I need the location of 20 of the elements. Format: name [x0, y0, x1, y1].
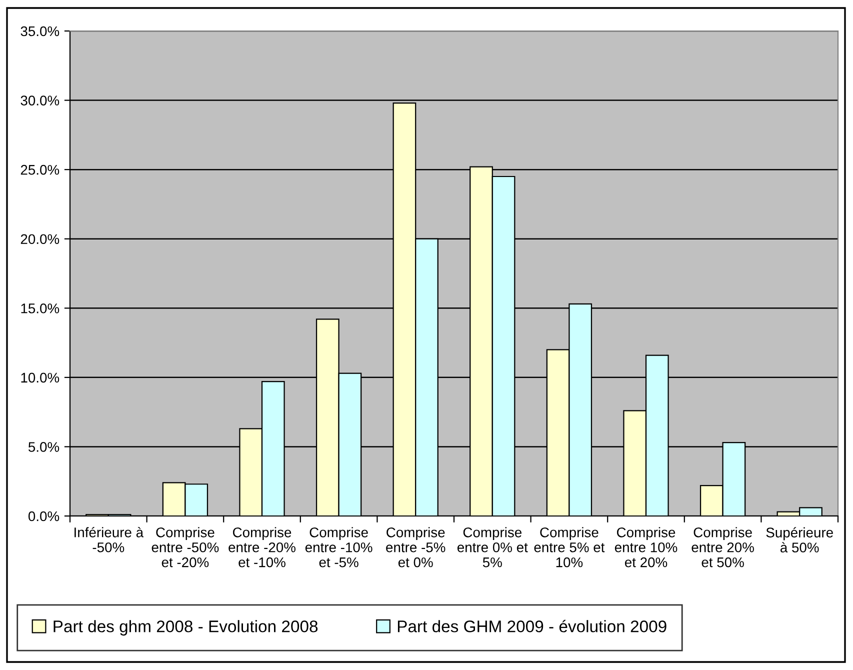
y-tick-label: 0.0% — [28, 511, 60, 522]
y-tick-label: 20.0% — [20, 234, 60, 244]
x-tick-label: Comprise entre 20% et 50% — [692, 527, 754, 568]
legend-label: Part des GHM 2009 - évolution 2009 — [398, 620, 666, 632]
y-tick-label: 25.0% — [20, 164, 60, 175]
y-tick-label: 35.0% — [20, 26, 60, 36]
x-tick-label: Comprise entre 5% et 10% — [534, 527, 605, 568]
x-tick-label: Comprise entre 0% et 5% — [457, 527, 528, 568]
y-tick-label: 5.0% — [28, 442, 60, 452]
x-tick-label: Comprise entre -20% et -10% — [228, 527, 296, 568]
x-tick-label: Comprise entre 10% et 20% — [614, 527, 678, 568]
y-tick-label: 30.0% — [20, 96, 60, 106]
y-tick-label: 10.0% — [21, 372, 60, 383]
x-tick-label: Comprise entre -5% et 0% — [386, 527, 446, 568]
x-tick-label: Comprise entre -50% et -20% — [152, 527, 219, 568]
legend-label: Part des ghm 2008 - Evolution 2008 — [54, 620, 318, 636]
x-tick-label: Supérieure à 50% — [766, 527, 833, 552]
y-tick-label: 15.0% — [21, 303, 60, 314]
x-tick-label: Comprise entre -10% et -5% — [305, 527, 372, 568]
x-tick-label: Inférieure à -50% — [74, 526, 144, 552]
